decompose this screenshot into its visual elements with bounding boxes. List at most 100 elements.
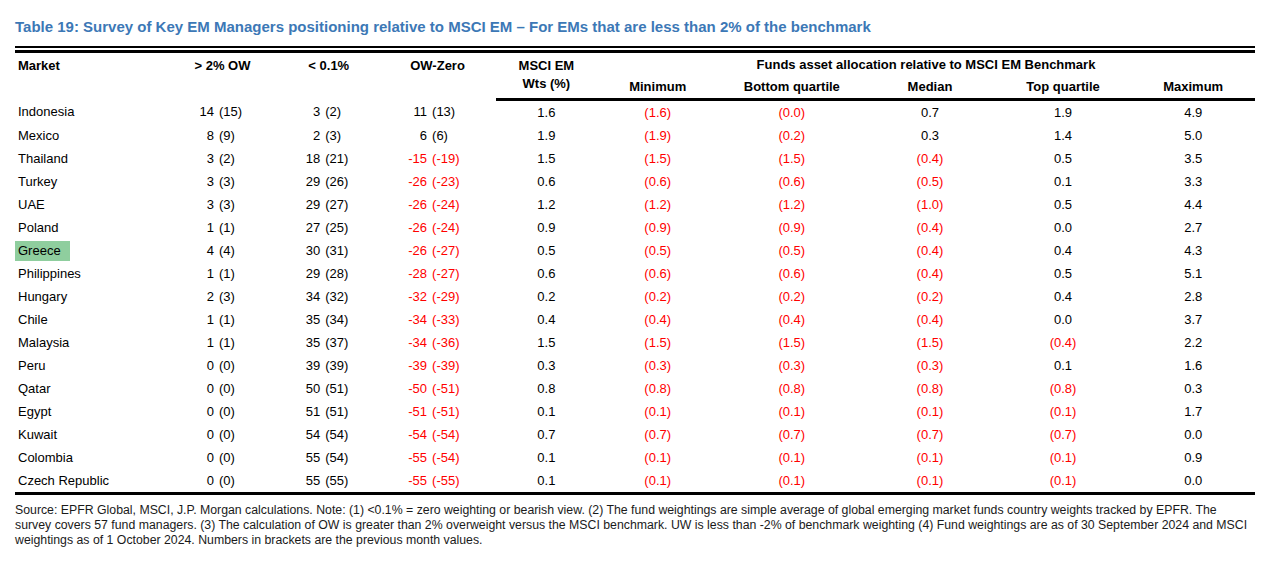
current-value: 55 [298,450,320,465]
cell-bottom-quartile: (0.7) [718,423,865,446]
cell-top-quartile: 0.0 [995,216,1132,239]
current-value: 35 [298,335,320,350]
col-header-top-quartile: Top quartile [995,75,1132,100]
current-value: 2 [298,128,320,143]
cell-msci-wts: 0.7 [496,423,597,446]
cell-maximum: 4.4 [1131,193,1255,216]
cell-maximum: 2.2 [1131,331,1255,354]
cell-gt2-ow: 0(0) [167,377,278,400]
current-value: 0 [192,358,214,373]
table-row: Qatar0(0)50(51)-50(-51)0.8(0.8)(0.8)(0.8… [15,377,1255,400]
current-value: 4 [192,243,214,258]
cell-median: (0.8) [865,377,995,400]
cell-gt2-ow: 0(0) [167,400,278,423]
cell-top-quartile: (0.1) [995,400,1132,423]
cell-lt-01: 50(51) [278,377,379,400]
cell-minimum: (0.9) [597,216,718,239]
cell-market: Turkey [15,170,167,193]
cell-maximum: 3.3 [1131,170,1255,193]
cell-minimum: (0.1) [597,446,718,469]
current-value: -55 [399,473,427,488]
current-value: 3 [192,151,214,166]
table-row: Peru0(0)39(39)-39(-39)0.3(0.3)(0.3)(0.3)… [15,354,1255,377]
cell-median: (0.1) [865,446,995,469]
cell-bottom-quartile: (0.8) [718,377,865,400]
current-value: 29 [298,266,320,281]
cell-top-quartile: 0.5 [995,147,1132,170]
market-label: Mexico [18,126,59,146]
cell-gt2-ow: 3(3) [167,170,278,193]
previous-month-value: (-51) [432,381,476,396]
cell-lt-01: 18(21) [278,147,379,170]
previous-month-value: (-51) [432,404,476,419]
cell-gt2-ow: 1(1) [167,216,278,239]
cell-lt-01: 55(54) [278,446,379,469]
previous-month-value: (-39) [432,358,476,373]
cell-msci-wts: 0.4 [496,308,597,331]
cell-minimum: (0.1) [597,400,718,423]
previous-month-value: (2) [219,151,253,166]
current-value: 1 [192,335,214,350]
cell-gt2-ow: 0 (0) [167,354,278,377]
market-label: Peru [18,356,45,376]
cell-top-quartile: 0.4 [995,285,1132,308]
previous-month-value: (9) [219,128,253,143]
cell-median: (0.1) [865,469,995,494]
current-value: -50 [399,381,427,396]
previous-month-value: (0) [219,358,253,373]
table-row: Hungary2(3)34(32)-32(-29)0.2(0.2)(0.2)(0… [15,285,1255,308]
col-header-maximum: Maximum [1131,75,1255,100]
current-value: 0 [192,404,214,419]
market-label: Chile [18,310,48,330]
cell-maximum: 3.7 [1131,308,1255,331]
current-value: -26 [399,197,427,212]
cell-maximum: 5.0 [1131,124,1255,147]
cell-market: Kuwait [15,423,167,446]
previous-month-value: (-55) [432,473,476,488]
cell-market: Egypt [15,400,167,423]
cell-gt2-ow: 1(1) [167,331,278,354]
cell-lt-01: 27(25) [278,216,379,239]
cell-bottom-quartile: (0.3) [718,354,865,377]
table-row: UAE3(3)29(27)-26(-24)1.2(1.2)(1.2)(1.0)0… [15,193,1255,216]
current-value: 0 [192,427,214,442]
market-label: Egypt [18,402,51,422]
cell-minimum: (1.2) [597,193,718,216]
previous-month-value: (0) [219,427,253,442]
previous-month-value: (0) [219,450,253,465]
cell-market: Poland [15,216,167,239]
cell-msci-wts: 0.1 [496,469,597,494]
cell-msci-wts: 0.9 [496,216,597,239]
current-value: 35 [298,312,320,327]
source-note: Source: EPFR Global, MSCI, J.P. Morgan c… [15,503,1255,548]
cell-maximum: 1.6 [1131,354,1255,377]
col-header-ow-zero: OW-Zero [379,52,495,100]
cell-median: (0.4) [865,239,995,262]
cell-bottom-quartile: (0.9) [718,216,865,239]
cell-minimum: (0.6) [597,262,718,285]
cell-ow-zero: -55 (-55) [379,469,495,494]
cell-ow-zero: -26 (-24) [379,193,495,216]
cell-gt2-ow: 0(0) [167,446,278,469]
cell-minimum: (0.7) [597,423,718,446]
table-row: Colombia0(0)55(54)-55(-54)0.1(0.1)(0.1)(… [15,446,1255,469]
previous-month-value: (-36) [432,335,476,350]
previous-month-value: (-24) [432,197,476,212]
cell-msci-wts: 0.1 [496,446,597,469]
table-row: Malaysia1(1)35(37)-34(-36)1.5(1.5)(1.5)(… [15,331,1255,354]
cell-market: UAE [15,193,167,216]
previous-month-value: (1) [219,266,253,281]
market-label: Kuwait [18,425,57,445]
cell-minimum: (1.9) [597,124,718,147]
cell-minimum: (0.6) [597,170,718,193]
cell-bottom-quartile: (1.5) [718,331,865,354]
cell-median: (0.4) [865,147,995,170]
current-value: 8 [192,128,214,143]
table-row: Greece4(4)30(31)-26(-27)0.5(0.5)(0.5)(0.… [15,239,1255,262]
current-value: 34 [298,289,320,304]
cell-median: (0.2) [865,285,995,308]
cell-lt-01: 29(28) [278,262,379,285]
cell-ow-zero: -26(-23) [379,170,495,193]
cell-msci-wts: 0.2 [496,285,597,308]
current-value: 39 [298,358,320,373]
